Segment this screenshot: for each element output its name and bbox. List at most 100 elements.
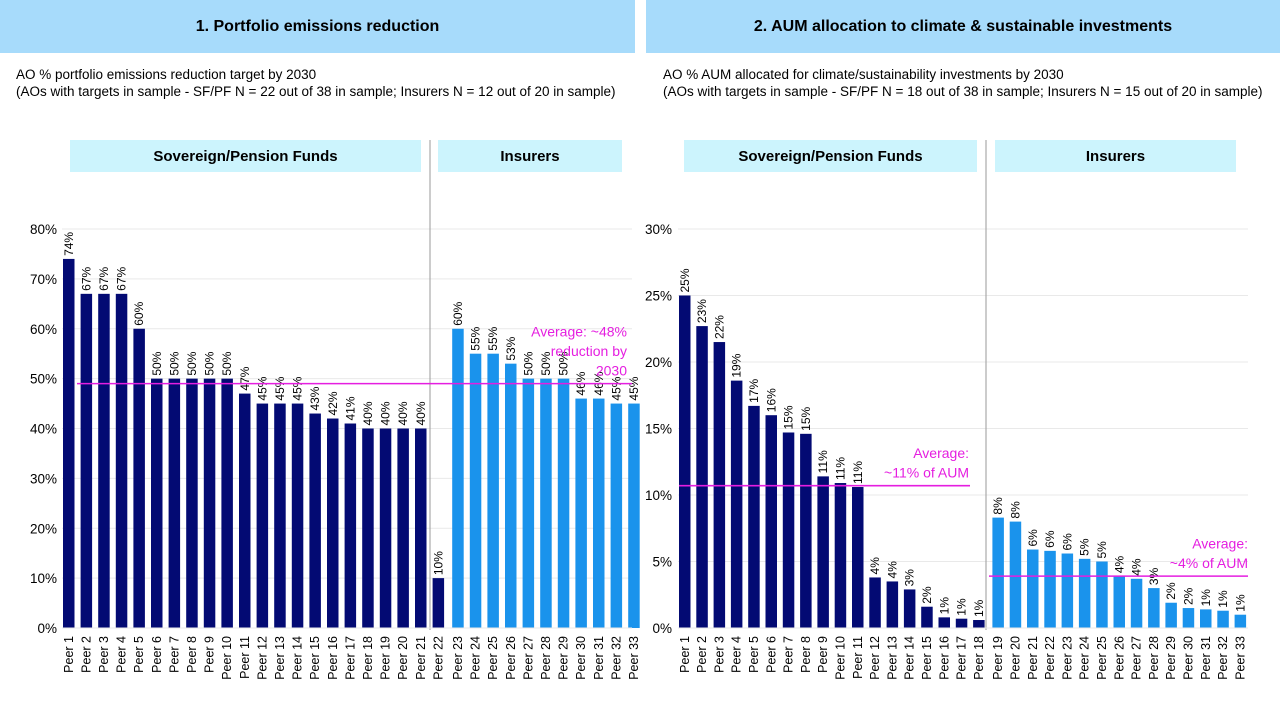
chart1-category-label: Peer 6 — [150, 636, 164, 673]
chart1-average-label: Average: ~48% — [531, 324, 627, 340]
chart1-bar-value-label: 45% — [609, 376, 623, 400]
chart1-bar — [557, 378, 570, 628]
chart2-average-label: Average: — [913, 445, 969, 461]
chart1-bar-value-label: 47% — [238, 366, 252, 390]
chart1-bar — [239, 393, 251, 628]
chart2-bar-value-label: 1% — [1199, 589, 1213, 607]
chart2-y-tick-label: 25% — [645, 289, 672, 304]
chart2-bar — [1061, 553, 1074, 628]
chart1-bar-value-label: 50% — [521, 351, 535, 375]
chart1-category-label: Peer 28 — [539, 636, 553, 680]
chart2-average-label: ~4% of AUM — [1170, 555, 1248, 571]
chart1-bar-value-label: 74% — [62, 232, 76, 256]
chart2-bar — [748, 405, 760, 628]
chart1-bar — [63, 258, 75, 628]
chart1-y-tick-label: 40% — [30, 422, 57, 437]
chart1-bar — [469, 353, 482, 628]
chart1-bar-value-label: 50% — [203, 351, 217, 375]
chart1-category-label: Peer 29 — [557, 636, 571, 680]
chart2-bar — [921, 606, 933, 628]
chart1-bar — [291, 403, 304, 628]
chart2-bar — [800, 433, 812, 628]
chart1-bar-value-label: 40% — [379, 401, 393, 425]
chart2-category-label: Peer 21 — [1026, 636, 1040, 680]
chart1-bar-value-label: 53% — [504, 336, 518, 360]
chart2-category-label: Peer 9 — [816, 636, 830, 673]
chart2-bar — [869, 577, 881, 628]
chart2-bar-value-label: 11% — [816, 450, 830, 473]
chart2-bar-value-label: 3% — [903, 569, 917, 587]
chart2-bar — [1165, 602, 1177, 628]
chart2-category-label: Peer 19 — [991, 636, 1005, 680]
chart2-bar-value-label: 4% — [885, 561, 899, 579]
chart2-bar-value-label: 4% — [1112, 555, 1126, 573]
chart1-y-tick-label: 0% — [37, 621, 57, 636]
chart1-group-header-box — [70, 140, 421, 172]
chart1-bar — [522, 378, 535, 628]
chart1-group-header-label: Sovereign/Pension Funds — [153, 148, 337, 165]
chart1-category-label: Peer 8 — [185, 636, 199, 673]
chart2-y-tick-label: 10% — [645, 488, 672, 503]
chart2-bar — [1044, 550, 1056, 628]
chart1-category-label: Peer 3 — [97, 636, 111, 673]
chart1-category-label: Peer 10 — [220, 636, 234, 680]
chart1-bar-value-label: 50% — [557, 351, 571, 375]
chart1-bar-value-label: 40% — [396, 401, 410, 425]
chart1-category-label: Peer 17 — [343, 636, 357, 680]
chart2-bar-value-label: 25% — [678, 268, 692, 292]
panel-1-header: 1. Portfolio emissions reduction — [0, 0, 635, 53]
chart2-bar — [955, 618, 968, 628]
chart1-bar — [133, 328, 145, 628]
chart1-bar — [593, 398, 605, 628]
chart2-bar-value-label: 15% — [799, 406, 813, 430]
chart2-bar — [1130, 578, 1143, 628]
chart2-bar — [1078, 558, 1091, 628]
chart2-bar — [782, 432, 795, 628]
chart2-category-label: Peer 6 — [764, 636, 778, 673]
chart1-bar — [628, 403, 640, 628]
chart1-y-tick-label: 20% — [30, 521, 57, 536]
chart1-category-label: Peer 23 — [451, 636, 465, 680]
chart1-category-label: Peer 15 — [308, 636, 322, 680]
chart2-category-label: Peer 23 — [1060, 636, 1074, 680]
chart1-category-label: Peer 13 — [273, 636, 287, 680]
chart2-category-label: Peer 4 — [730, 636, 744, 673]
chart1-bar — [256, 403, 269, 628]
chart2-category-label: Peer 20 — [1008, 636, 1022, 680]
chart2-bar-value-label: 6% — [1043, 530, 1057, 548]
chart1-bar-value-label: 50% — [167, 351, 181, 375]
chart1-bar-value-label: 45% — [627, 376, 640, 400]
chart1-bar — [432, 578, 445, 628]
chart2-bar — [938, 617, 950, 628]
chart2-category-label: Peer 33 — [1233, 636, 1247, 680]
chart2-y-tick-label: 30% — [645, 222, 672, 237]
chart1-bar-value-label: 60% — [451, 301, 465, 325]
chart2-category-label: Peer 7 — [782, 636, 796, 673]
chart1-category-label: Peer 30 — [574, 636, 588, 680]
chart1-category-label: Peer 12 — [255, 636, 269, 680]
chart2-bar-value-label: 22% — [712, 315, 726, 339]
chart2-category-label: Peer 15 — [920, 636, 934, 680]
chart2-category-label: Peer 11 — [851, 636, 865, 679]
chart2-bar-value-label: 5% — [1078, 538, 1092, 556]
chart1-bar-value-label: 45% — [273, 376, 287, 400]
chart1-bar — [379, 428, 392, 628]
chart2-bar — [696, 326, 708, 628]
chart2-category-label: Peer 31 — [1199, 636, 1213, 680]
chart1-bar — [274, 403, 286, 628]
chart1-bar-value-label: 40% — [361, 401, 375, 425]
chart2-category-label: Peer 3 — [712, 636, 726, 673]
chart2-bar-value-label: 1% — [955, 598, 969, 616]
chart1-bar-value-label: 45% — [255, 376, 269, 400]
chart2-bar-value-label: 8% — [1008, 501, 1022, 519]
chart2-bar — [1148, 588, 1160, 628]
chart2-category-label: Peer 25 — [1095, 636, 1109, 680]
chart2-category-label: Peer 28 — [1147, 636, 1161, 680]
chart2-bar — [852, 487, 864, 628]
chart1-bar — [610, 403, 623, 628]
chart2-category-label: Peer 22 — [1043, 636, 1057, 680]
chart2-bar — [992, 517, 1004, 628]
chart1-y-tick-label: 50% — [30, 372, 57, 387]
chart1-category-label: Peer 9 — [203, 636, 217, 673]
chart1-group-header-box — [438, 140, 622, 172]
